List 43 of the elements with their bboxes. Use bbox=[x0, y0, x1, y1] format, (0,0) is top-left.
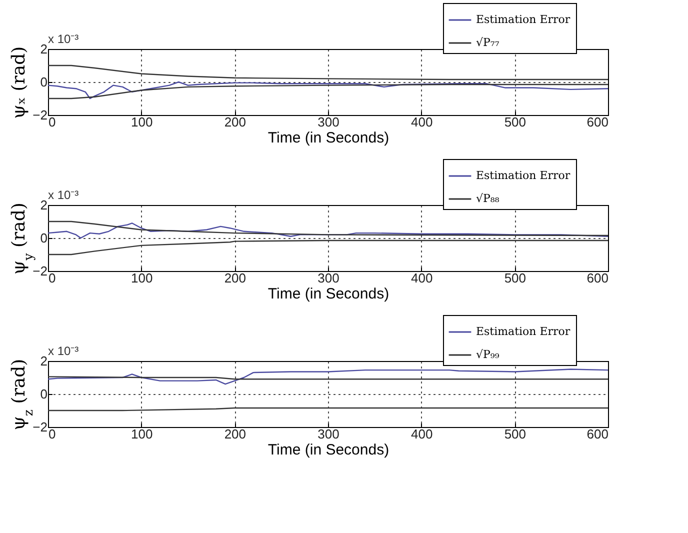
x-tick-label: 100 bbox=[130, 270, 153, 286]
y-tick-label: 2 bbox=[40, 198, 48, 212]
x-tick-label: 200 bbox=[224, 426, 246, 442]
x-tick-label: 500 bbox=[504, 426, 526, 442]
x-tick-label: 100 bbox=[130, 426, 153, 442]
line-series bbox=[48, 368, 608, 385]
line-series bbox=[48, 64, 608, 80]
legend-label: √P₈₈ bbox=[476, 192, 500, 205]
y-tick-label: 2 bbox=[40, 354, 48, 368]
x-tick-label: 500 bbox=[504, 114, 526, 130]
x-tick-label: 200 bbox=[224, 114, 246, 130]
x-axis-title: Time (in Seconds) bbox=[268, 286, 390, 302]
y-tick-label: 0 bbox=[40, 230, 48, 246]
legend-label: Estimation Error bbox=[476, 13, 571, 26]
x-tick-label: 500 bbox=[504, 270, 526, 286]
text: x 10⁻³ bbox=[48, 188, 79, 202]
y-tick-label: −2 bbox=[32, 420, 48, 434]
x-tick-label: 200 bbox=[224, 270, 246, 286]
x-axis-title: Time (in Seconds) bbox=[268, 442, 390, 458]
x-tick-label: 600 bbox=[586, 114, 608, 130]
line-series bbox=[48, 240, 608, 256]
legend-label: √P₉₉ bbox=[476, 348, 500, 361]
x-tick-label: 400 bbox=[410, 114, 433, 130]
x-tick-label: 400 bbox=[410, 270, 433, 286]
y-tick-label: 0 bbox=[40, 386, 48, 402]
legend-label: √P₇₇ bbox=[476, 36, 500, 49]
x-tick-label: 300 bbox=[318, 114, 340, 130]
x-tick-label: 300 bbox=[318, 270, 340, 286]
y-tick-label: 0 bbox=[40, 74, 48, 90]
y-tick-label: −2 bbox=[32, 264, 48, 278]
x-axis-title: Time (in Seconds) bbox=[268, 130, 390, 146]
legend-label: Estimation Error bbox=[476, 169, 571, 182]
text: x 10⁻³ bbox=[48, 344, 79, 358]
x-tick-label: 600 bbox=[586, 270, 608, 286]
legend-label: Estimation Error bbox=[476, 325, 571, 338]
y-axis-title: ψₓ (rad) bbox=[8, 46, 30, 119]
x-tick-label: 300 bbox=[318, 426, 340, 442]
y-tick-label: 2 bbox=[40, 42, 48, 56]
x-tick-label: 600 bbox=[586, 426, 608, 442]
text: x 10⁻³ bbox=[48, 32, 79, 46]
x-tick-label: 100 bbox=[130, 114, 153, 130]
x-tick-label: 400 bbox=[410, 426, 433, 442]
y-tick-label: −2 bbox=[32, 108, 48, 122]
